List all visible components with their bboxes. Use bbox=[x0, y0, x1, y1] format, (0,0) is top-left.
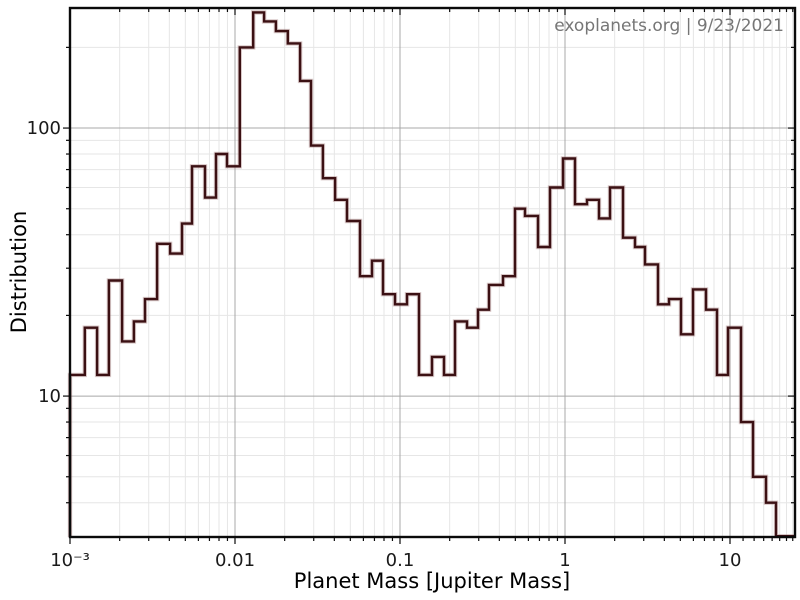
histogram-line bbox=[68, 11, 795, 538]
x-tick-label: 10⁻³ bbox=[50, 550, 90, 571]
x-tick-label: 0.1 bbox=[386, 550, 415, 571]
y-tick-label: 100 bbox=[27, 118, 61, 139]
plot-frame bbox=[68, 6, 797, 539]
x-tick-label: 10 bbox=[719, 550, 742, 571]
y-tick-label: 10 bbox=[38, 386, 61, 407]
x-tick-label: 1 bbox=[559, 550, 570, 571]
x-axis-title: Planet Mass [Jupiter Mass] bbox=[293, 569, 571, 593]
x-tick-label: 0.01 bbox=[215, 550, 255, 571]
histogram-line-halo bbox=[67, 10, 795, 539]
watermark-text: exoplanets.org | 9/23/2021 bbox=[554, 16, 784, 36]
y-axis-title: Distribution bbox=[7, 210, 31, 334]
